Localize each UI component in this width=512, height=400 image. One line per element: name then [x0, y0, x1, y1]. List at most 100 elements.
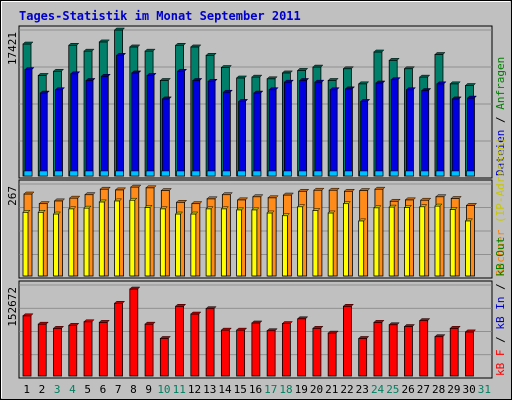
bar-anfragen-11-top: [174, 43, 187, 46]
bar-seiten-1-top: [22, 210, 31, 213]
bar-anfragen-22-top: [342, 66, 355, 69]
bar-seiten-12: [190, 213, 197, 277]
bar-dateien-30: [467, 97, 475, 177]
bar-kbf-20-top: [312, 326, 324, 329]
bar-dateien-2: [39, 92, 48, 177]
bar-anfragen-3-top: [52, 68, 65, 72]
bar-kbf-29-top: [449, 326, 461, 329]
bar-seiten-15: [236, 209, 243, 277]
bar-rechner-1-top: [23, 191, 35, 195]
x-tick-label: 3: [54, 383, 61, 396]
bar-kbf-7: [114, 302, 123, 377]
bar-seiten-18: [281, 215, 288, 277]
bar-besuche-19: [298, 170, 307, 177]
bar-seiten-21-top: [327, 210, 336, 214]
panel-bottom: 152672 kB F / kB In / kB Out: [6, 237, 507, 379]
bar-kbf-6: [98, 321, 108, 377]
bar-dateien-10: [161, 98, 170, 177]
bar-anfragen-27-top: [419, 74, 431, 78]
bar-kbf-15: [236, 329, 246, 377]
bar-kbf-8-top: [129, 286, 141, 290]
bar-dateien-18-top: [283, 79, 294, 83]
panel-middle-legend: Rechner (IP-Adressen): [494, 137, 507, 276]
x-tick-label: 19: [295, 383, 308, 396]
bar-kbf-24: [373, 321, 383, 377]
x-tick-label: 26: [401, 383, 414, 396]
bar-dateien-1: [24, 69, 33, 177]
bar-rechner-12-top: [191, 201, 203, 204]
x-tick-label: 4: [69, 383, 76, 396]
bar-rechner-9-top: [145, 185, 157, 189]
x-tick-label: 18: [279, 383, 292, 396]
bar-anfragen-25-top: [388, 58, 400, 61]
bar-besuche-8: [130, 170, 140, 177]
bar-kbf-21: [327, 332, 337, 377]
bar-dateien-29-top: [451, 96, 462, 100]
legend-part-0: Dateien: [494, 130, 507, 176]
bar-dateien-30-top: [466, 95, 478, 99]
bar-kbf-19: [297, 318, 307, 377]
legend-part-0: Rechner: [494, 229, 507, 276]
bar-seiten-13-top: [205, 206, 214, 210]
bar-kbf-13-top: [205, 306, 217, 309]
bar-dateien-24: [375, 82, 384, 177]
bar-kbf-16-top: [251, 320, 263, 324]
bar-kbf-28: [434, 336, 444, 377]
bar-seiten-28: [434, 205, 441, 277]
bar-rechner-26-top: [404, 197, 417, 201]
bar-besuche-25: [389, 170, 399, 177]
bar-kbf-6-top: [98, 320, 110, 323]
bar-seiten-26: [404, 207, 410, 277]
bar-seiten-20: [312, 210, 319, 277]
bar-rechner-5-top: [84, 192, 96, 195]
bar-besuche-17: [267, 170, 277, 177]
bar-kbf-10-top: [159, 336, 171, 339]
bar-dateien-14: [222, 91, 231, 177]
bar-seiten-7-top: [113, 198, 123, 202]
bar-dateien-25-top: [390, 77, 401, 80]
bar-kbf-17-top: [266, 328, 278, 331]
bar-dateien-28-top: [436, 81, 447, 85]
x-tick-label: 2: [39, 383, 46, 396]
bar-dateien-24-top: [375, 80, 386, 84]
bar-seiten-28-top: [434, 203, 443, 207]
bar-seiten-25: [388, 206, 395, 277]
bar-seiten-11: [175, 213, 181, 277]
bar-seiten-15-top: [236, 207, 245, 211]
bar-anfragen-2-top: [37, 73, 49, 76]
bar-kbf-22: [343, 305, 352, 377]
bar-kbf-5-top: [83, 319, 95, 323]
bar-kbf-19-top: [297, 316, 309, 320]
bar-dateien-21: [329, 89, 338, 177]
bar-seiten-8-top: [129, 197, 138, 201]
bar-dateien-29: [451, 98, 460, 177]
bar-besuche-13: [206, 170, 216, 177]
bar-dateien-23-top: [360, 99, 371, 102]
bar-dateien-3: [55, 89, 63, 177]
bar-anfragen-17-top: [266, 76, 278, 80]
bar-seiten-29: [449, 209, 456, 277]
bar-besuche-28: [435, 170, 445, 177]
bar-dateien-20-top: [314, 79, 325, 83]
bar-rechner-20-top: [313, 187, 325, 191]
bar-rechner-29-top: [450, 196, 462, 199]
bar-dateien-28: [436, 83, 445, 177]
bar-besuche-3: [54, 170, 63, 177]
bar-kbf-15-top: [236, 327, 248, 331]
bar-dateien-10-top: [161, 96, 172, 100]
x-tick-label: 23: [356, 383, 369, 396]
bar-kbf-7-top: [113, 301, 126, 304]
bar-dateien-13-top: [207, 79, 218, 82]
bar-seiten-21: [327, 212, 334, 277]
bar-kbf-11-top: [174, 304, 187, 307]
bar-seiten-29-top: [449, 207, 458, 210]
bar-kbf-18-top: [281, 321, 293, 324]
bar-seiten-1: [22, 211, 29, 277]
bar-seiten-3: [53, 213, 59, 277]
bar-kbf-3-top: [52, 326, 65, 329]
bar-seiten-24-top: [373, 205, 382, 209]
bar-anfragen-19-top: [297, 68, 309, 71]
bar-dateien-7-top: [115, 53, 127, 56]
bar-dateien-27: [421, 90, 430, 177]
